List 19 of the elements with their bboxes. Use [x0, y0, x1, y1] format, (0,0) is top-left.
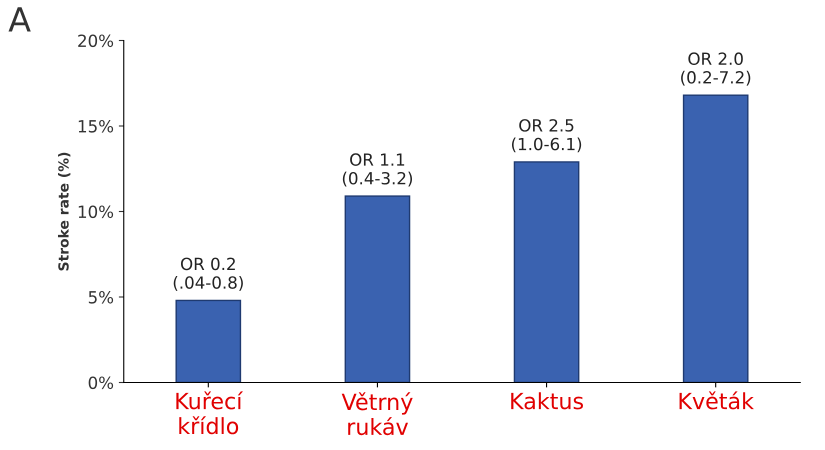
annotation: OR 1.1 (0.4-3.2) [342, 153, 412, 187]
y-tick-label: 10% [78, 205, 114, 218]
chart-title: A [8, 7, 31, 32]
bar [514, 161, 580, 382]
y-tick-label: 20% [78, 34, 114, 48]
bar [682, 94, 749, 382]
y-tick-label: 15% [78, 120, 114, 133]
annotation: OR 2.5 (1.0-6.1) [512, 119, 582, 152]
y-axis-title: Stroke rate (%) [58, 152, 70, 270]
x-tick-label: Větrný rukáv [342, 392, 413, 436]
bar [344, 195, 410, 382]
x-tick-label: Kuřecí křídlo [176, 391, 244, 434]
annotation: OR 2.0 (0.2-7.2) [681, 52, 750, 86]
x-tick-label: Květák [680, 391, 754, 410]
y-tick-label: 5% [88, 290, 114, 304]
bar [175, 300, 242, 382]
x-tick-label: Kaktus [511, 392, 583, 410]
y-tick-label: 0% [88, 376, 114, 390]
annotation: OR 0.2 (.04-0.8) [174, 258, 243, 291]
